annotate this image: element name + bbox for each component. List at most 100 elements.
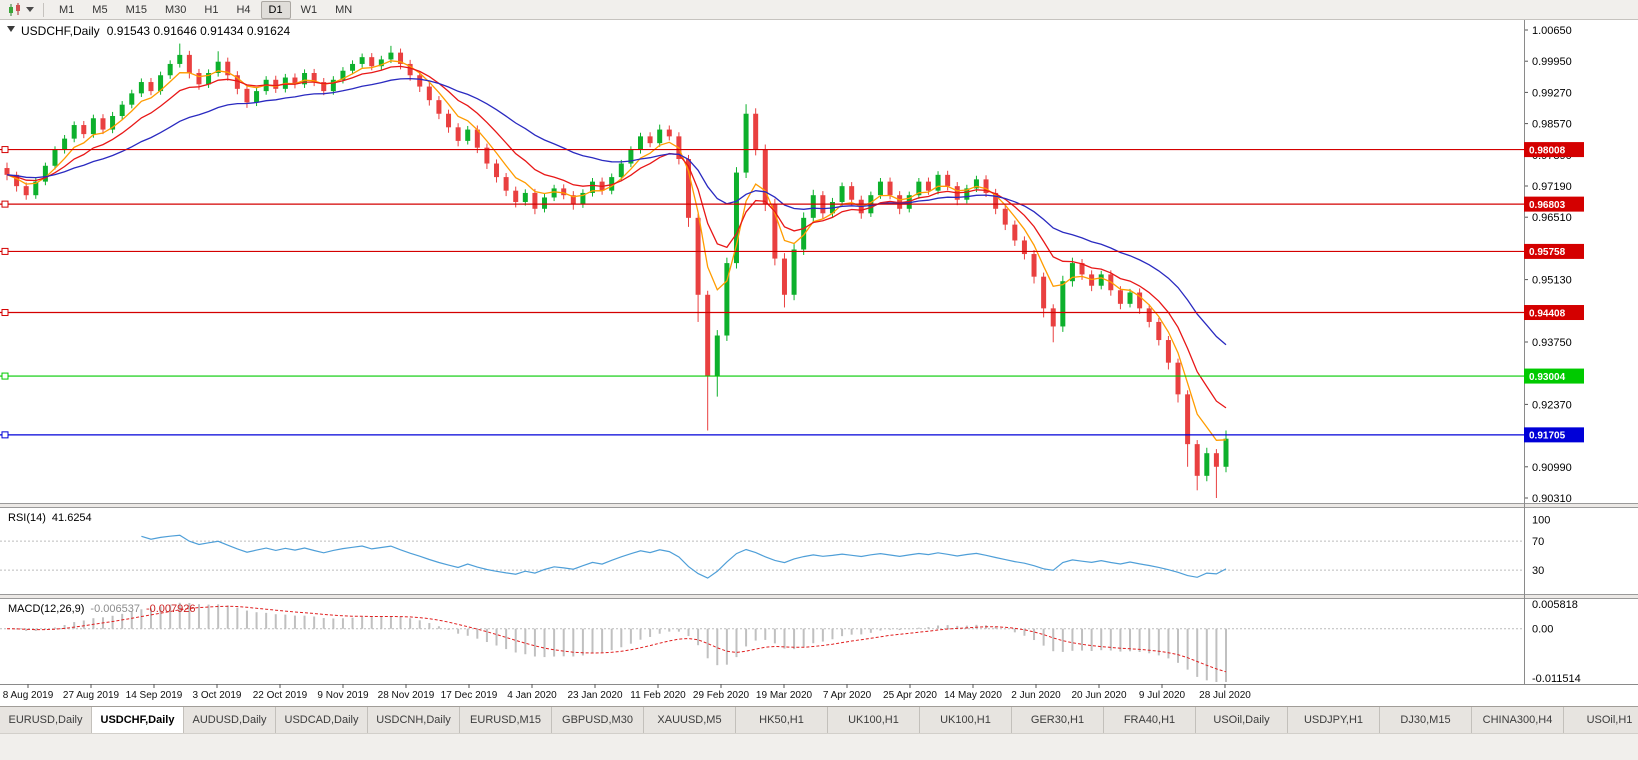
rsi-indicator-label: RSI(14) 41.6254 [8,512,92,524]
timeframe-buttons-group: M1 M5 M15 M30 H1 H4 D1 W1 MN [50,0,361,19]
timeframe-button-d1[interactable]: D1 [260,0,291,19]
price-axis-label: 0.99950 [1532,56,1572,68]
line-objects-layer: 0.98008 0.96803 0.95758 0.94408 0.93004 0.917… [0,142,1584,443]
macd-axis-label: 0.005818 [1532,599,1578,611]
chart-ohlc-values: 0.91543 0.91646 0.91434 0.91624 [107,24,291,38]
chart-tab-uk100-h1[interactable]: UK100,H1 [828,707,920,733]
chart-tab-xauusd-m5[interactable]: XAUUSD,M5 [644,707,736,733]
price-axis-label: 0.92370 [1532,399,1572,411]
date-axis-label: 9 Nov 2019 [317,690,369,701]
status-bar [0,733,1638,760]
price-axis-label: 0.90990 [1532,462,1572,474]
panel-splitter[interactable] [0,504,1638,507]
line-handle-0.98008[interactable] [1,146,9,154]
chart-type-button[interactable] [4,2,37,17]
macd-indicator-label: MACD(12,26,9) -0.006537 -0.007926 [8,603,196,615]
price-axis-label: 1.00650 [1532,25,1572,37]
macd-axis-label: -0.011514 [1532,673,1581,685]
timeframe-button-m15[interactable]: M15 [125,3,147,16]
macd-histogram [15,602,1227,682]
timeframe-button-w1[interactable]: W1 [300,3,318,16]
price-axis-label: 0.98570 [1532,119,1572,131]
price-tag-label: 0.94408 [1529,308,1566,319]
chart-tab-dj30-m15[interactable]: DJ30,M15 [1380,707,1472,733]
rsi-name: RSI(14) [8,512,46,524]
date-axis-label: 14 Sep 2019 [126,690,183,701]
price-tag-0.96803 [1524,196,1584,212]
date-axis-label: 9 Jul 2020 [1139,690,1186,701]
price-axis-label: 0.93750 [1532,337,1572,349]
timeframe-button-m1[interactable]: M1 [59,3,75,16]
toolbar-separator [43,2,44,17]
price-tag-label: 0.98008 [1529,145,1566,156]
timeframe-button-h1[interactable]: H1 [204,3,219,16]
date-axis-label: 28 Nov 2019 [378,690,435,701]
macd-signal-value: -0.007926 [146,603,196,615]
chart-canvas[interactable]: 1.006500.999500.992700.985700.978900.971… [0,20,1638,706]
chart-tab-audusd-daily[interactable]: AUDUSD,Daily [184,707,276,733]
chart-tab-ger30-h1[interactable]: GER30,H1 [1012,707,1104,733]
price-tag-label: 0.93004 [1529,372,1566,383]
line-handle-0.93004[interactable] [1,372,9,380]
rsi-current-value: 41.6254 [52,512,92,524]
timeframe-button-h4[interactable]: H4 [236,3,251,16]
panel-splitter[interactable] [0,595,1638,598]
chart-tab-hk50-h1[interactable]: HK50,H1 [736,707,828,733]
chart-tab-fra40-h1[interactable]: FRA40,H1 [1104,707,1196,733]
timeframe-toolbar: M1 M5 M15 M30 H1 H4 D1 W1 MN [0,0,1638,20]
plot-layer [0,43,1524,682]
price-tag-label: 0.95758 [1529,247,1566,258]
date-axis-label: 23 Jan 2020 [567,690,622,701]
chart-tab-eurusd-m15[interactable]: EURUSD,M15 [460,707,552,733]
price-tag-label: 0.91705 [1529,431,1566,442]
chart-tab-usdjpy-h1[interactable]: USDJPY,H1 [1288,707,1380,733]
date-axis-label: 8 Aug 2019 [3,690,54,701]
rsi-axis-label: 30 [1532,565,1544,577]
moving-average-line-10 [6,65,1227,409]
line-handle-0.94408[interactable] [1,309,9,317]
date-axis-label: 3 Oct 2019 [193,690,242,701]
date-axis-label: 28 Jul 2020 [1199,690,1251,701]
price-axis-label: 0.99270 [1532,87,1572,99]
macd-main-value: -0.006537 [90,603,140,615]
date-axis-label: 25 Apr 2020 [883,690,937,701]
chart-tab-usdcad-daily[interactable]: USDCAD,Daily [276,707,368,733]
macd-axis-label: 0.00 [1532,624,1553,636]
chart-tab-eurusd-daily[interactable]: EURUSD,Daily [0,707,92,733]
date-axis-label: 11 Feb 2020 [630,690,686,701]
chart-tab-uk100-h1[interactable]: UK100,H1 [920,707,1012,733]
chart-tab-usdchf-daily[interactable]: USDCHF,Daily [92,707,184,733]
line-handle-0.95758[interactable] [1,247,9,255]
price-axis-label: 0.95130 [1532,275,1572,287]
rsi-axis-label: 70 [1532,536,1544,548]
line-handle-0.91705[interactable] [1,431,9,439]
price-tag-0.94408 [1524,305,1584,321]
date-axis-label: 29 Feb 2020 [693,690,750,701]
price-axis-label: 0.97190 [1532,181,1572,193]
date-axis-label: 14 May 2020 [944,690,1002,701]
price-axis-label: 0.96510 [1532,212,1572,224]
price-tag-label: 0.96803 [1529,200,1566,211]
chart-tab-gbpusd-m30[interactable]: GBPUSD,M30 [552,707,644,733]
chart-background [0,20,1638,706]
chart-tab-china300-h4[interactable]: CHINA300,H4 [1472,707,1564,733]
timeframe-button-m30[interactable]: M30 [164,3,187,16]
date-axis-label: 27 Aug 2019 [63,690,120,701]
chart-type-dropdown-caret-icon [26,7,34,12]
macd-signal-line [6,605,1227,673]
one-click-trading-arrow-icon[interactable] [7,26,15,32]
chart-tab-usdcnh-daily[interactable]: USDCNH,Daily [368,707,460,733]
date-axis-label: 4 Jan 2020 [507,690,557,701]
chart-tab-usoil-h1[interactable]: USOil,H1 [1564,707,1638,733]
date-axis-label: 22 Oct 2019 [253,690,308,701]
chart-symbol-period: USDCHF,Daily [21,24,100,38]
timeframe-button-mn[interactable]: MN [335,3,353,16]
price-tag-0.95758 [1524,243,1584,259]
timeframe-button-m5[interactable]: M5 [92,3,108,16]
price-axis-label: 0.90310 [1532,493,1572,505]
candlestick-chart-icon [9,2,20,16]
chart-tab-usoil-daily[interactable]: USOil,Daily [1196,707,1288,733]
line-handle-0.96803[interactable] [1,200,9,208]
date-axis-label: 17 Dec 2019 [441,690,498,701]
